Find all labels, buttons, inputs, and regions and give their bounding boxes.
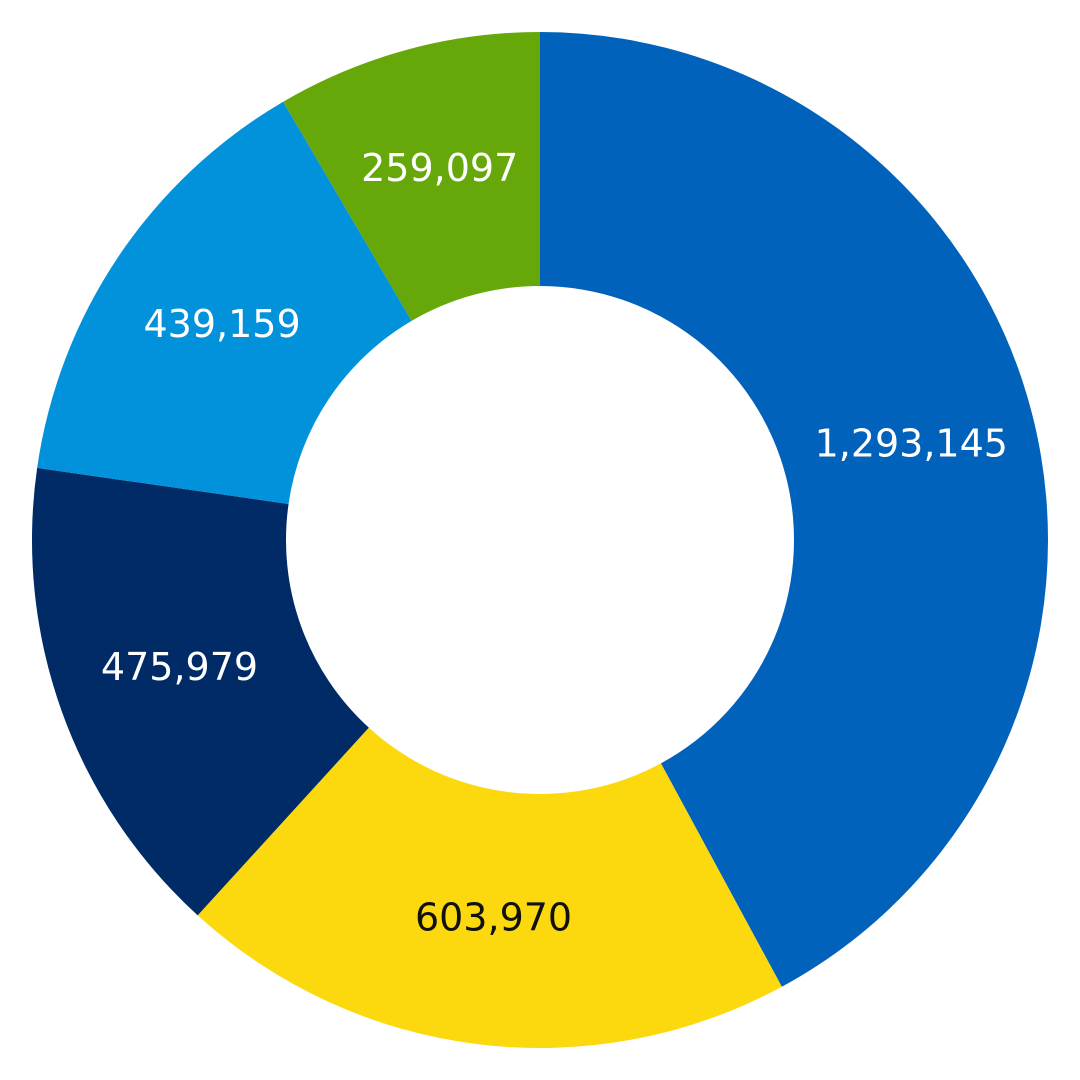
slices-group bbox=[31, 31, 1049, 1048]
slice-value-label-4: 439,159 bbox=[144, 302, 301, 346]
donut-slice-1 bbox=[540, 32, 1049, 987]
donut-slice-5 bbox=[283, 31, 540, 321]
slice-value-label-2: 603,970 bbox=[415, 896, 572, 940]
donut-slice-3 bbox=[31, 467, 369, 916]
donut-slice-4 bbox=[37, 101, 412, 504]
slice-value-label-3: 475,979 bbox=[101, 645, 258, 689]
slice-value-label-5: 259,097 bbox=[361, 146, 518, 190]
slice-value-label-1: 1,293,145 bbox=[815, 421, 1008, 465]
labels-group: 1,293,145 603,970 475,979 439,159 259,097 bbox=[101, 146, 1008, 940]
donut-slice-2 bbox=[197, 727, 782, 1048]
